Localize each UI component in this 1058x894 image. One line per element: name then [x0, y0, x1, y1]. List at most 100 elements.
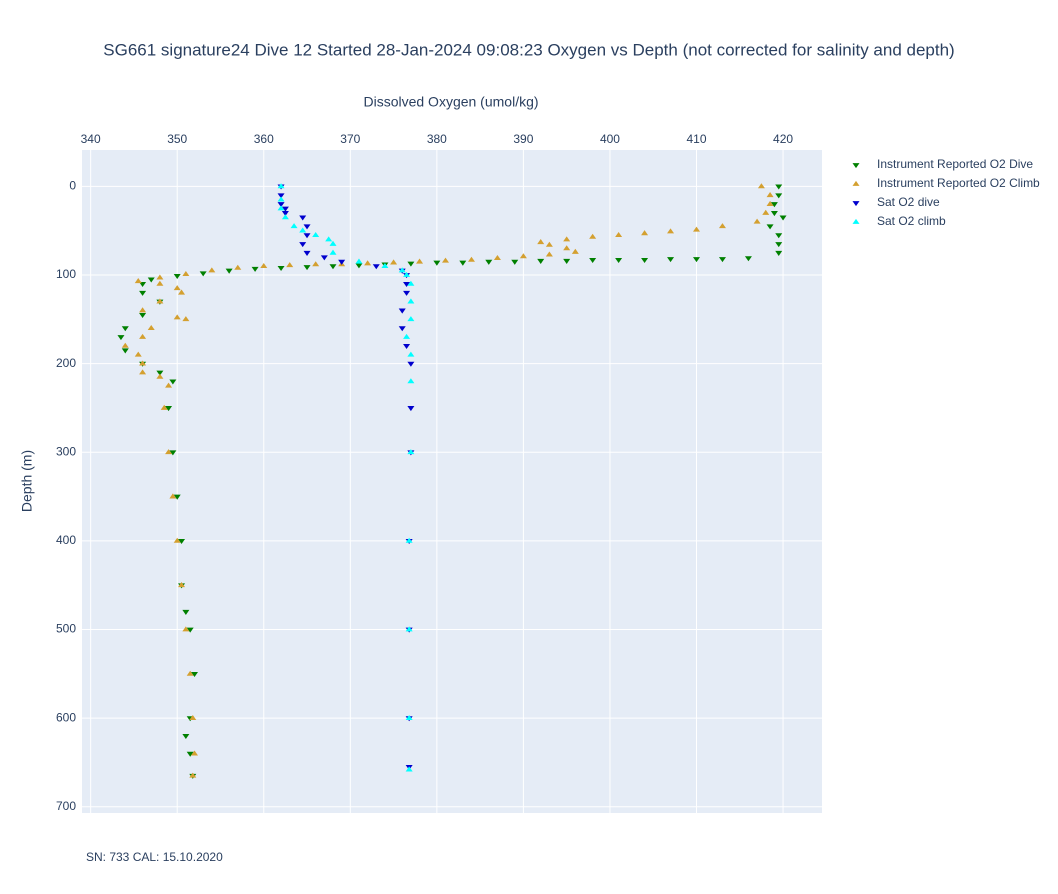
point — [182, 609, 190, 615]
point — [165, 382, 173, 388]
point — [775, 242, 783, 248]
point — [281, 211, 289, 217]
y-axis-title: Depth (m) — [19, 450, 35, 512]
point — [405, 766, 413, 772]
point — [407, 378, 415, 384]
point — [641, 258, 649, 264]
point — [407, 298, 415, 304]
point — [178, 582, 186, 588]
point — [407, 406, 415, 412]
point — [139, 312, 147, 319]
point — [407, 361, 415, 367]
point — [744, 256, 752, 262]
point — [147, 277, 155, 283]
point — [121, 326, 129, 332]
point — [641, 230, 649, 236]
point — [182, 316, 190, 322]
legend-label: Sat O2 dive — [877, 195, 940, 209]
point — [398, 326, 406, 332]
point — [338, 259, 346, 265]
point — [403, 333, 411, 339]
point — [312, 261, 320, 267]
point — [563, 245, 571, 251]
point — [186, 627, 194, 633]
point — [281, 214, 289, 220]
legend-label: Sat O2 climb — [877, 214, 946, 228]
point — [589, 233, 597, 239]
point — [416, 258, 424, 264]
point — [753, 218, 761, 224]
legend-symbol — [852, 163, 860, 169]
point — [467, 256, 475, 262]
point — [615, 258, 623, 264]
point — [718, 257, 726, 263]
point — [329, 264, 337, 270]
point — [277, 196, 285, 202]
point — [407, 351, 415, 357]
point — [312, 231, 320, 237]
point — [178, 538, 186, 545]
point — [191, 671, 199, 677]
point — [156, 373, 164, 379]
point — [139, 290, 147, 296]
x-tick-label: 360 — [254, 132, 274, 146]
point — [199, 271, 207, 277]
x-tick-label: 370 — [340, 132, 360, 146]
point — [121, 348, 129, 354]
point — [299, 242, 307, 248]
point — [766, 200, 774, 206]
x-tick-label: 400 — [600, 132, 620, 146]
point — [779, 215, 787, 221]
point — [281, 206, 289, 212]
point — [173, 314, 181, 320]
point — [766, 192, 774, 198]
point — [277, 205, 285, 211]
point — [615, 231, 623, 237]
point — [407, 280, 415, 286]
point — [286, 262, 294, 268]
point — [693, 257, 701, 263]
point — [225, 268, 233, 274]
point — [260, 262, 268, 269]
point — [303, 265, 311, 271]
x-tick-label: 340 — [81, 132, 101, 146]
point — [189, 715, 197, 721]
point — [571, 248, 579, 254]
point — [770, 211, 778, 217]
point — [775, 184, 783, 190]
point — [775, 250, 783, 256]
point — [545, 241, 553, 247]
point — [277, 265, 285, 272]
point — [134, 278, 142, 284]
point — [433, 260, 441, 266]
point — [762, 209, 770, 215]
point — [165, 406, 173, 412]
point — [563, 258, 571, 264]
legend-label: Instrument Reported O2 Climb — [877, 176, 1040, 190]
point — [403, 290, 411, 296]
point — [364, 260, 372, 266]
point — [147, 325, 155, 331]
point — [290, 223, 298, 229]
point — [156, 280, 164, 286]
point — [407, 261, 415, 267]
y-tick-label: 300 — [56, 444, 76, 458]
point — [405, 715, 413, 721]
point — [182, 626, 190, 632]
point — [165, 449, 173, 455]
point — [407, 449, 415, 455]
x-tick-label: 350 — [167, 132, 187, 146]
point — [234, 264, 242, 270]
x-tick-label: 390 — [513, 132, 533, 146]
x-tick-label: 410 — [686, 132, 706, 146]
y-tick-label: 0 — [69, 179, 76, 193]
point — [320, 255, 328, 261]
point — [537, 258, 545, 264]
point — [139, 307, 147, 313]
point — [178, 289, 186, 295]
point — [537, 239, 545, 245]
point — [134, 351, 142, 357]
point — [459, 260, 467, 266]
x-tick-label: 420 — [773, 132, 793, 146]
